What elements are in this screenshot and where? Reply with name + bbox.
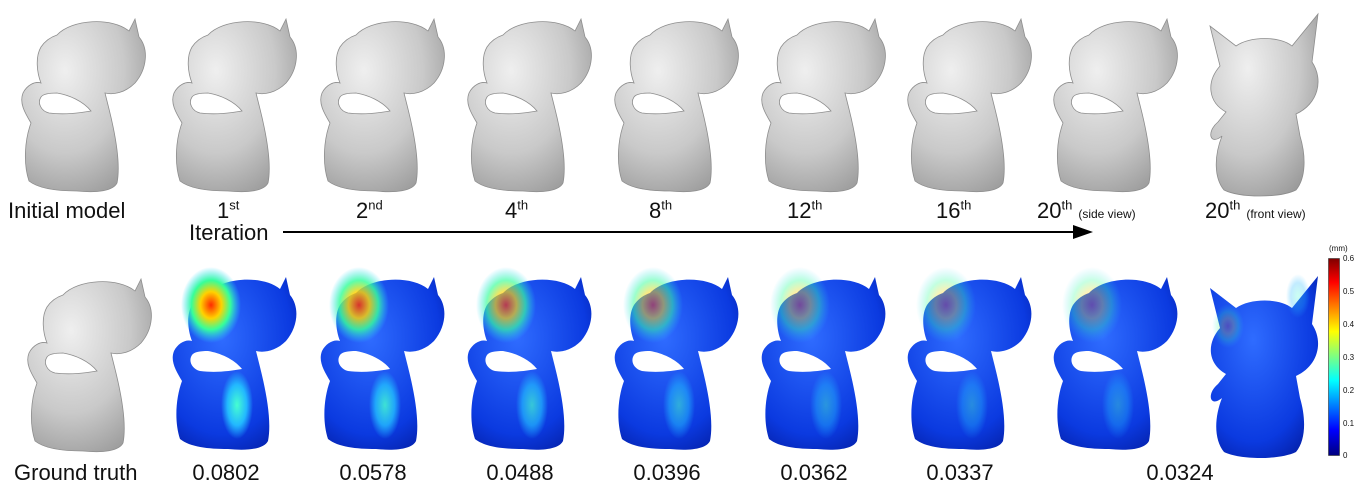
label-iteration-8: 8th [649,197,673,223]
error-map-iteration-4 [458,265,598,459]
mesh-iteration-1 [163,8,303,198]
error-value-iteration-2: 0.0578 [339,460,407,485]
label-iteration-16: 16th [936,197,972,223]
colorbar-tick-0.4: 0.4 [1343,320,1355,329]
colorbar-tick-0.1: 0.1 [1343,419,1355,428]
mesh-ground-truth [18,268,158,458]
colorbar-tick-0.5: 0.5 [1343,287,1355,296]
colorbar-tick-0.2: 0.2 [1343,386,1355,395]
error-map-iteration-12 [752,265,892,459]
label-iteration-2: 2nd [356,197,383,223]
mesh-iteration-16 [898,8,1038,198]
label-ground-truth: Ground truth [14,460,138,485]
label-iteration-4: 4th [505,197,529,223]
mesh-iteration-8 [605,8,745,198]
mesh-iteration-20-side [1044,8,1184,198]
error-value-iteration-16: 0.0337 [926,460,994,485]
label-iteration-20-side: 20th(side view) [1037,197,1136,223]
colorbar-tick-0: 0 [1343,451,1348,460]
label-iteration-1: 1st [217,197,240,223]
error-map-iteration-20-side [1044,265,1184,459]
colorbar-unit: (mm) [1329,244,1348,253]
mesh-initial-model [12,8,152,198]
error-map-iteration-20-front [1198,266,1328,462]
error-map-iteration-8 [605,265,745,459]
error-value-iteration-1: 0.0802 [192,460,260,485]
mesh-iteration-4 [458,8,598,198]
mesh-iteration-20-front [1198,4,1328,200]
error-value-iteration-4: 0.0488 [486,460,554,485]
error-value-iteration-20: 0.0324 [1146,460,1214,485]
colorbar [1328,258,1340,456]
mesh-iteration-2 [311,8,451,198]
mesh-iteration-12 [752,8,892,198]
label-iteration-20-front: 20th(front view) [1205,197,1306,223]
error-value-iteration-12: 0.0362 [780,460,848,485]
iteration-arrow [283,225,1093,239]
colorbar-tick-0.6: 0.6 [1343,254,1355,263]
error-map-iteration-16 [898,265,1038,459]
label-initial-model: Initial model [8,198,126,223]
error-map-iteration-1 [163,265,303,459]
colorbar-tick-0.3: 0.3 [1343,353,1355,362]
label-iteration-12: 12th [787,197,823,223]
iteration-label: Iteration [189,220,269,245]
error-value-iteration-8: 0.0396 [633,460,701,485]
error-map-iteration-2 [311,265,451,459]
